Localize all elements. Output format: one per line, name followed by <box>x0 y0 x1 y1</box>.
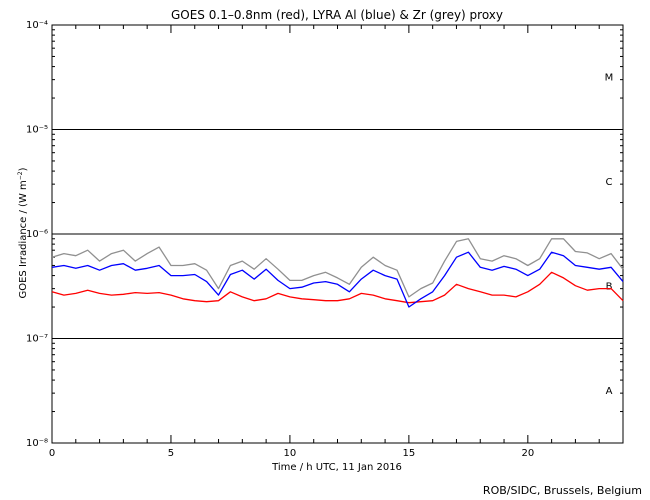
flare-class-label-c: C <box>606 177 613 188</box>
x-tick-label-0: 0 <box>49 448 55 459</box>
y-axis-label: GOES Irradiance / (W m−2) <box>17 167 29 298</box>
series-layer <box>51 238 624 308</box>
y-tick-label-1: 10⁻⁷ <box>26 334 48 345</box>
y-tick-label-4: 10⁻⁴ <box>26 20 48 31</box>
flare-class-label-m: M <box>605 73 614 84</box>
flare-class-lines <box>52 129 623 339</box>
chart-title: GOES 0.1–0.8nm (red), LYRA Al (blue) & Z… <box>171 8 503 22</box>
series-line-lyra-zr <box>51 238 624 298</box>
y-tick-label-3: 10⁻⁵ <box>26 125 48 136</box>
credit-text: ROB/SIDC, Brussels, Belgium <box>483 484 642 497</box>
y-tick-label-2: 10⁻⁶ <box>26 229 48 240</box>
flare-class-labels: A B C M <box>605 73 614 397</box>
x-tick-label-1: 5 <box>168 448 174 459</box>
x-tick-label-3: 15 <box>403 448 416 459</box>
flare-class-label-b: B <box>606 282 613 293</box>
svg-text:GOES Irradiance / (W m−2): GOES Irradiance / (W m−2) <box>17 167 29 298</box>
y-axis-ticks: 10⁻⁸ 10⁻⁷ 10⁻⁶ 10⁻⁵ 10⁻⁴ <box>26 20 623 449</box>
y-tick-label-0: 10⁻⁸ <box>26 438 48 449</box>
series-line-goes-0-1-0-8nm <box>51 271 624 304</box>
series-line-lyra-al <box>51 251 624 308</box>
x-tick-label-2: 10 <box>284 448 297 459</box>
flare-class-label-a: A <box>606 386 613 397</box>
x-tick-label-4: 20 <box>521 448 534 459</box>
x-axis-ticks: 0 5 10 15 20 <box>49 25 624 459</box>
x-axis-label: Time / h UTC, 11 Jan 2016 <box>271 462 402 473</box>
